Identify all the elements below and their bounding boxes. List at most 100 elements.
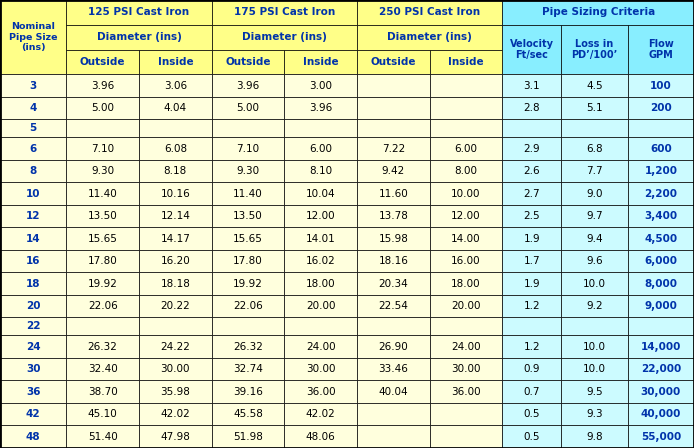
Bar [212, 336, 285, 358]
Text: 3.00: 3.00 [309, 81, 332, 90]
Text: 3.1: 3.1 [523, 81, 540, 90]
Bar [212, 318, 285, 336]
Bar [139, 272, 212, 295]
Bar [561, 228, 627, 250]
Bar [561, 74, 627, 97]
Text: 0.5: 0.5 [523, 409, 540, 419]
Bar [430, 426, 502, 448]
Text: 4.5: 4.5 [586, 81, 603, 90]
Bar [357, 250, 430, 272]
Bar [67, 426, 139, 448]
Text: 3.96: 3.96 [237, 81, 260, 90]
Bar [139, 138, 212, 160]
Text: 30: 30 [26, 364, 40, 374]
Text: 11.40: 11.40 [87, 189, 117, 198]
Bar [430, 97, 502, 119]
Text: 5: 5 [30, 123, 37, 134]
Bar [139, 403, 212, 426]
Text: 125 PSI Cast Iron: 125 PSI Cast Iron [88, 7, 189, 17]
Bar [502, 74, 561, 97]
Text: 32.40: 32.40 [87, 364, 117, 374]
Bar [502, 318, 561, 336]
Text: 12.00: 12.00 [306, 211, 335, 221]
Bar [285, 228, 357, 250]
Text: 55,000: 55,000 [641, 432, 681, 442]
Bar [357, 318, 430, 336]
Text: 2.8: 2.8 [523, 103, 540, 113]
Bar [502, 403, 561, 426]
Text: 9.7: 9.7 [586, 211, 603, 221]
Bar [430, 205, 502, 228]
Text: 10.04: 10.04 [306, 189, 335, 198]
Bar [139, 74, 212, 97]
Bar [502, 426, 561, 448]
Bar [67, 138, 139, 160]
Text: 36.00: 36.00 [306, 387, 335, 397]
Bar [627, 74, 694, 97]
Text: 48: 48 [26, 432, 40, 442]
Bar [430, 318, 502, 336]
Text: Nominal
Pipe Size
(ins): Nominal Pipe Size (ins) [9, 22, 58, 52]
Text: 42.02: 42.02 [306, 409, 335, 419]
Text: 16.02: 16.02 [306, 256, 335, 266]
Text: 48.06: 48.06 [306, 432, 335, 442]
Text: 1,200: 1,200 [644, 166, 677, 176]
Bar [502, 358, 561, 380]
Text: 4: 4 [29, 103, 37, 113]
Text: 9.2: 9.2 [586, 301, 603, 311]
Bar [67, 0, 212, 25]
Text: 19.92: 19.92 [87, 279, 117, 289]
Bar [0, 74, 67, 97]
Bar [357, 272, 430, 295]
Bar [0, 160, 67, 182]
Text: 9.3: 9.3 [586, 409, 603, 419]
Bar [357, 182, 430, 205]
Text: 18.00: 18.00 [451, 279, 481, 289]
Text: 6.8: 6.8 [586, 143, 603, 154]
Text: 40,000: 40,000 [641, 409, 681, 419]
Text: 0.9: 0.9 [523, 364, 540, 374]
Text: 18.16: 18.16 [378, 256, 408, 266]
Text: 20: 20 [26, 301, 40, 311]
Text: 22.54: 22.54 [378, 301, 408, 311]
Text: 19.92: 19.92 [233, 279, 263, 289]
Text: 24.00: 24.00 [451, 342, 481, 352]
Text: 45.58: 45.58 [233, 409, 263, 419]
Bar [212, 380, 285, 403]
Bar [627, 160, 694, 182]
Text: 22,000: 22,000 [641, 364, 681, 374]
Text: 36.00: 36.00 [451, 387, 481, 397]
Bar [212, 0, 357, 25]
Bar [139, 97, 212, 119]
Bar [285, 295, 357, 318]
Text: 3.96: 3.96 [91, 81, 115, 90]
Bar [67, 119, 139, 138]
Bar [139, 50, 212, 74]
Text: 20.00: 20.00 [306, 301, 335, 311]
Bar [357, 336, 430, 358]
Text: 51.40: 51.40 [87, 432, 117, 442]
Bar [285, 272, 357, 295]
Text: 1.2: 1.2 [523, 301, 540, 311]
Bar [357, 295, 430, 318]
Bar [67, 318, 139, 336]
Bar [502, 272, 561, 295]
Text: 13.50: 13.50 [233, 211, 263, 221]
Text: 8.18: 8.18 [164, 166, 187, 176]
Text: 1.7: 1.7 [523, 256, 540, 266]
Text: Outside: Outside [371, 57, 416, 67]
Bar [357, 97, 430, 119]
Text: 14.17: 14.17 [160, 234, 190, 244]
Text: 30.00: 30.00 [451, 364, 481, 374]
Bar [627, 295, 694, 318]
Bar [357, 228, 430, 250]
Text: 2.6: 2.6 [523, 166, 540, 176]
Bar [561, 97, 627, 119]
Text: 16.20: 16.20 [160, 256, 190, 266]
Bar [67, 272, 139, 295]
Bar [212, 403, 285, 426]
Text: 16: 16 [26, 256, 40, 266]
Bar [285, 403, 357, 426]
Bar [139, 318, 212, 336]
Bar [0, 119, 67, 138]
